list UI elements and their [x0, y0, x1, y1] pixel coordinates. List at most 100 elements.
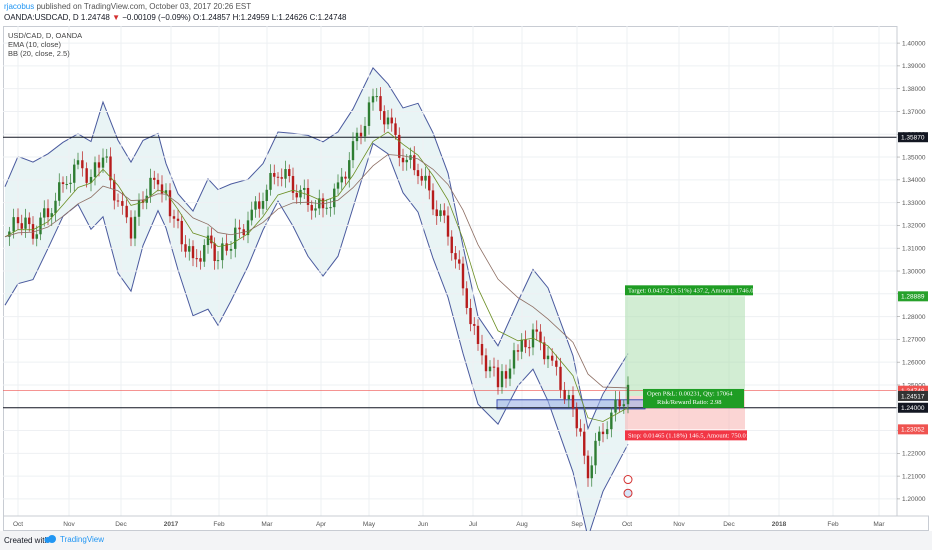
candle-body: [431, 190, 435, 210]
candle-body: [28, 217, 31, 225]
candle-body: [571, 395, 575, 409]
price-tick-label: 1.27000: [902, 337, 926, 344]
candle-body: [129, 217, 133, 239]
candle-body: [340, 176, 343, 183]
candle-body: [579, 428, 582, 432]
candle-body: [12, 217, 15, 232]
rr-label: Risk/Reward Ratio: 2.98: [657, 399, 721, 406]
candle-body: [476, 325, 480, 344]
time-tick-label: Oct: [622, 521, 632, 528]
candle-body: [149, 177, 152, 196]
candle-body: [280, 177, 283, 179]
candle-body: [344, 176, 347, 179]
candle-body: [250, 209, 253, 221]
price-tag-bg: [898, 291, 928, 302]
time-tick-label: 2018: [772, 521, 787, 528]
candle-body: [439, 210, 442, 217]
candle-body: [288, 169, 291, 177]
time-tick-label: Mar: [873, 521, 885, 528]
candle-body: [113, 180, 116, 201]
bollinger-band-fill: [5, 67, 628, 531]
bollinger-lower-line: [4, 142, 629, 531]
candle-body: [575, 408, 578, 429]
candle-body: [546, 355, 550, 360]
time-tick-label: Feb: [213, 521, 225, 528]
candle-body: [54, 200, 57, 214]
candle-body: [229, 248, 233, 251]
candle-body: [586, 455, 590, 479]
price-tag-bg: [898, 402, 928, 413]
price-tag-label: 1.24517: [901, 393, 925, 400]
candle-body: [216, 260, 220, 262]
candle-body: [394, 123, 397, 135]
candle-body: [310, 204, 313, 211]
candle-body: [31, 224, 35, 239]
candle-body: [125, 205, 128, 218]
candle-body: [590, 465, 593, 479]
time-tick-label: Feb: [827, 521, 839, 528]
candle-body: [291, 176, 295, 193]
down-arrow-icon: ▼: [112, 13, 120, 22]
candle-body: [156, 179, 160, 185]
candle-body: [329, 207, 332, 209]
candle-body: [398, 134, 401, 158]
candle-body: [420, 176, 423, 181]
time-tick-label: Nov: [673, 521, 685, 528]
price-tick-label: 1.37000: [902, 109, 926, 116]
candle-body: [321, 198, 325, 209]
candle-body: [550, 355, 554, 361]
time-tick-label: 2017: [164, 521, 179, 528]
price-tick-label: 1.21000: [902, 473, 926, 480]
candle-body: [116, 200, 120, 202]
candle-body: [524, 339, 527, 348]
candle-body: [153, 177, 156, 180]
candle-body: [164, 190, 168, 194]
candle-body: [176, 218, 180, 221]
candle-body: [188, 246, 191, 252]
price-chart[interactable]: 1.200001.210001.220001.230001.240001.250…: [3, 26, 929, 531]
price-tag-bg: [898, 390, 928, 401]
price-tick-label: 1.22000: [902, 451, 926, 458]
price-tick-label: 1.30000: [902, 268, 926, 275]
candle-body: [238, 227, 241, 230]
candle-body: [355, 132, 359, 142]
stop-label-bg: [625, 430, 747, 441]
candle-body: [555, 360, 558, 367]
candle-body: [73, 164, 76, 183]
ema-line: [4, 131, 629, 422]
author-link[interactable]: rjacobus: [4, 2, 35, 11]
candle-body: [405, 159, 408, 163]
candle-body: [469, 307, 472, 325]
candle-body: [225, 243, 228, 251]
candle-body: [401, 157, 405, 163]
target-label: Target: 0.04372 (3.51%) 437.2, Amount: 1…: [628, 288, 757, 295]
time-tick-label: Dec: [115, 521, 127, 528]
time-tick-label: Dec: [723, 521, 735, 528]
open-value: O:1.24857: [192, 13, 231, 22]
candle-body: [20, 223, 23, 229]
candle-body: [465, 288, 468, 308]
candle-body: [594, 440, 597, 466]
candle-body: [172, 216, 176, 219]
time-tick-label: Jul: [469, 521, 478, 528]
price-tag-label: 1.24000: [901, 405, 925, 412]
candle-body: [424, 175, 427, 181]
time-tick-label: Nov: [63, 521, 75, 528]
candle-body: [24, 217, 27, 229]
candle-body: [160, 184, 164, 194]
candle-body: [413, 155, 416, 171]
candle-body: [512, 350, 516, 369]
candle-body: [258, 201, 261, 209]
tradingview-brand[interactable]: TradingView: [60, 535, 105, 544]
close-value: C:1.24748: [309, 13, 347, 22]
candle-body: [567, 395, 571, 400]
candle-body: [314, 208, 317, 211]
price-tick-label: 1.40000: [902, 40, 926, 47]
candle-body: [46, 208, 50, 218]
candle-body: [622, 404, 626, 407]
candle-body: [89, 176, 93, 183]
candle-body: [435, 209, 438, 217]
candle-body: [492, 366, 496, 368]
candle-body: [141, 200, 145, 203]
candle-body: [58, 182, 61, 201]
